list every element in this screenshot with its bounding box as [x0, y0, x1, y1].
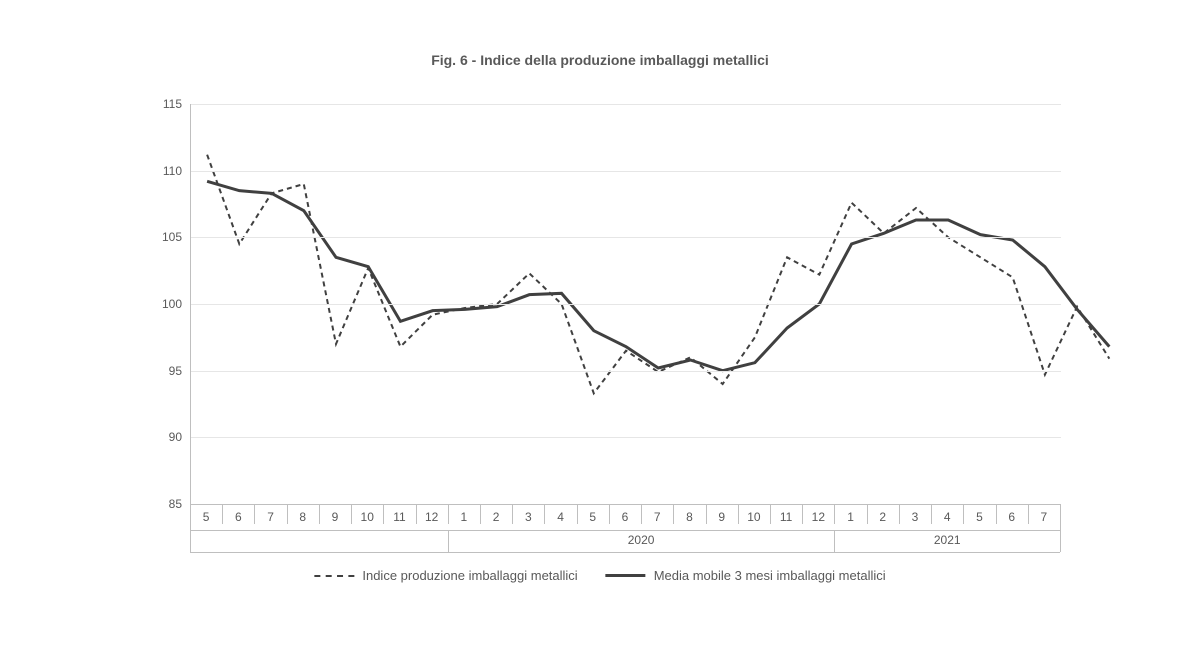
- x-tick-separator: [383, 504, 384, 524]
- x-axis-tick-label: 5: [589, 510, 596, 524]
- x-tick-separator: [673, 504, 674, 524]
- legend-label: Indice produzione imballaggi metallici: [362, 568, 577, 583]
- x-tick-separator: [899, 504, 900, 524]
- x-axis-tick-label: 2: [493, 510, 500, 524]
- gridline: [191, 237, 1061, 238]
- x-tick-separator: [996, 504, 997, 524]
- x-axis-tick-label: 7: [654, 510, 661, 524]
- y-axis-label: 110: [150, 164, 182, 178]
- x-axis-tick-label: 6: [235, 510, 242, 524]
- legend: Indice produzione imballaggi metallici Me…: [314, 568, 885, 583]
- x-tick-separator: [738, 504, 739, 524]
- x-axis-tick-label: 8: [686, 510, 693, 524]
- x-tick-separator: [1028, 504, 1029, 524]
- x-axis-tick-label: 8: [299, 510, 306, 524]
- x-axis-tick-label: 10: [747, 510, 760, 524]
- gridline: [191, 371, 1061, 372]
- x-tick-separator: [319, 504, 320, 524]
- x-axis-tick-label: 3: [525, 510, 532, 524]
- x-axis-tick-label: 12: [812, 510, 825, 524]
- x-tick-separator: [287, 504, 288, 524]
- x-axis-tick-label: 5: [203, 510, 210, 524]
- x-tick-separator: [448, 504, 449, 524]
- legend-swatch: [606, 574, 646, 577]
- legend-item: Indice produzione imballaggi metallici: [314, 568, 577, 583]
- legend-swatch: [314, 575, 354, 577]
- x-tick-separator: [641, 504, 642, 524]
- plot-area: [190, 104, 1061, 505]
- x-axis-tick-label: 6: [622, 510, 629, 524]
- x-tick-separator: [351, 504, 352, 524]
- x-axis-tick-label: 7: [267, 510, 274, 524]
- x-tick-separator: [544, 504, 545, 524]
- gridline: [191, 171, 1061, 172]
- legend-item: Media mobile 3 mesi imballaggi metallici: [606, 568, 886, 583]
- x-tick-separator: [770, 504, 771, 524]
- x-axis-tick-label: 4: [944, 510, 951, 524]
- x-axis-tick-label: 9: [332, 510, 339, 524]
- chart-title: Fig. 6 - Indice della produzione imballa…: [0, 52, 1200, 68]
- x-axis-tick-label: 12: [425, 510, 438, 524]
- x-axis-tick-label: 6: [1008, 510, 1015, 524]
- x-axis-tick-label: 10: [361, 510, 374, 524]
- x-group-bottom-border: [190, 552, 1060, 553]
- x-axis-tick-label: 1: [461, 510, 468, 524]
- x-axis-left-border: [190, 504, 191, 552]
- x-tick-separator: [609, 504, 610, 524]
- gridline: [191, 437, 1061, 438]
- x-tick-separator: [416, 504, 417, 524]
- y-axis-label: 115: [150, 97, 182, 111]
- y-axis-label: 85: [150, 497, 182, 511]
- chart-container: Fig. 6 - Indice della produzione imballa…: [0, 0, 1200, 670]
- x-axis-tick-label: 11: [780, 510, 792, 524]
- x-tick-separator: [867, 504, 868, 524]
- x-tick-separator: [480, 504, 481, 524]
- x-axis-tick-label: 9: [718, 510, 725, 524]
- x-tick-separator: [577, 504, 578, 524]
- series-line: [207, 155, 1109, 394]
- x-tick-separator: [802, 504, 803, 524]
- y-axis-label: 100: [150, 297, 182, 311]
- x-group-separator: [834, 530, 835, 552]
- x-group-divider: [190, 530, 1060, 531]
- y-axis-label: 105: [150, 230, 182, 244]
- x-axis-tick-label: 2: [879, 510, 886, 524]
- gridline: [191, 104, 1061, 105]
- x-tick-separator: [706, 504, 707, 524]
- x-axis-group-label: 2021: [934, 533, 961, 547]
- y-axis-label: 95: [150, 364, 182, 378]
- gridline: [191, 304, 1061, 305]
- x-tick-separator: [931, 504, 932, 524]
- x-tick-separator: [963, 504, 964, 524]
- x-tick-separator: [222, 504, 223, 524]
- x-tick-separator: [512, 504, 513, 524]
- series-line: [207, 181, 1109, 370]
- x-axis-tick-label: 11: [393, 510, 405, 524]
- x-axis-tick-label: 5: [976, 510, 983, 524]
- x-group-separator: [448, 530, 449, 552]
- y-axis-label: 90: [150, 430, 182, 444]
- x-axis-tick-label: 4: [557, 510, 564, 524]
- x-axis-tick-label: 3: [912, 510, 919, 524]
- x-axis-tick-label: 7: [1041, 510, 1048, 524]
- x-tick-separator: [834, 504, 835, 524]
- legend-label: Media mobile 3 mesi imballaggi metallici: [654, 568, 886, 583]
- x-axis-tick-label: 1: [847, 510, 854, 524]
- x-tick-separator: [254, 504, 255, 524]
- x-axis-group-label: 2020: [628, 533, 655, 547]
- x-axis-right-border: [1060, 504, 1061, 552]
